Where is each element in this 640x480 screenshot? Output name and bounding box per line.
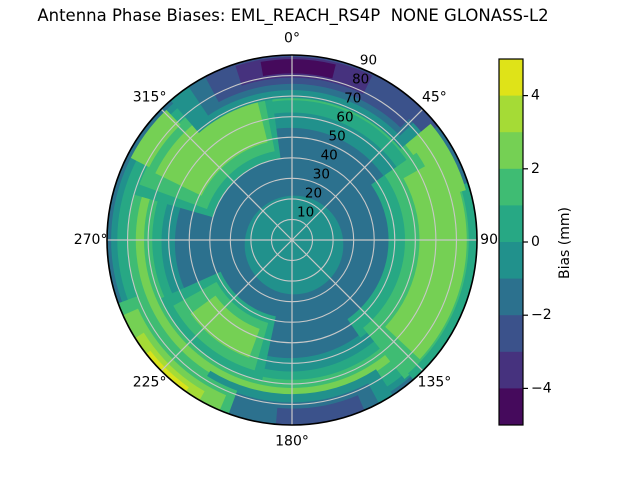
contour-patch bbox=[146, 350, 189, 392]
colorbar-tick-label: 4 bbox=[531, 88, 540, 104]
colorbar-segment bbox=[499, 351, 523, 389]
angular-tick-label: 135° bbox=[418, 374, 452, 390]
colorbar-segment bbox=[499, 132, 523, 170]
radial-tick-label: 70 bbox=[344, 90, 361, 106]
contour-ring bbox=[244, 195, 344, 295]
grid-spoke bbox=[291, 108, 424, 241]
colorbar-segment bbox=[499, 242, 523, 280]
angular-tick-label: 45° bbox=[422, 90, 447, 106]
angular-tick-label: 315° bbox=[133, 90, 167, 106]
angular-tick-label: 270° bbox=[74, 232, 108, 248]
colorbar-segment bbox=[499, 315, 523, 353]
colorbar-tick-label: 2 bbox=[531, 161, 540, 177]
polar-grid bbox=[107, 55, 477, 425]
colorbar-segment bbox=[499, 59, 523, 97]
grid-spoke bbox=[160, 239, 293, 372]
contour-patch bbox=[408, 123, 466, 199]
radial-tick-label: 50 bbox=[329, 128, 346, 144]
angular-tick-label: 180° bbox=[275, 433, 309, 449]
grid-spoke bbox=[291, 239, 424, 372]
colorbar-segment bbox=[499, 168, 523, 206]
polar-outline bbox=[106, 54, 478, 426]
radial-tick-label: 60 bbox=[336, 109, 353, 125]
angular-tick-label: 90 bbox=[480, 232, 498, 248]
contour-patch bbox=[260, 59, 336, 79]
contour-patch bbox=[123, 308, 227, 411]
radial-tick-label: 40 bbox=[321, 147, 338, 163]
radial-tick-label: 90 bbox=[360, 52, 377, 68]
radial-tick-label: 20 bbox=[305, 185, 322, 201]
colorbar-segment bbox=[499, 95, 523, 133]
contour-patch bbox=[385, 155, 467, 360]
colorbar-tick-label: −4 bbox=[531, 380, 552, 396]
contour-patch bbox=[408, 182, 477, 380]
chart-title: Antenna Phase Biases: EML_REACH_RS4P NON… bbox=[37, 6, 549, 25]
grid-spoke bbox=[160, 108, 293, 241]
contour-patch bbox=[155, 92, 268, 196]
colorbar-segment bbox=[499, 205, 523, 243]
colorbar-tick-label: −2 bbox=[531, 307, 552, 323]
colorbar: 4 2 0 −2 −4 Bias (mm) bbox=[498, 58, 573, 426]
angular-tick-label: 0° bbox=[284, 31, 300, 47]
colorbar-segment bbox=[499, 388, 523, 426]
colorbar-axis-label: Bias (mm) bbox=[557, 207, 573, 279]
contour-patch bbox=[190, 295, 260, 358]
radial-tick-label: 10 bbox=[297, 204, 314, 220]
contour-patch bbox=[130, 109, 181, 168]
colorbar-segment bbox=[499, 278, 523, 316]
colorbar-tick-label: 0 bbox=[531, 234, 540, 250]
radial-tick-label: 80 bbox=[352, 71, 369, 87]
radial-tick-label: 30 bbox=[313, 166, 330, 182]
contour-patch bbox=[135, 332, 205, 401]
angular-tick-label: 225° bbox=[133, 374, 167, 390]
